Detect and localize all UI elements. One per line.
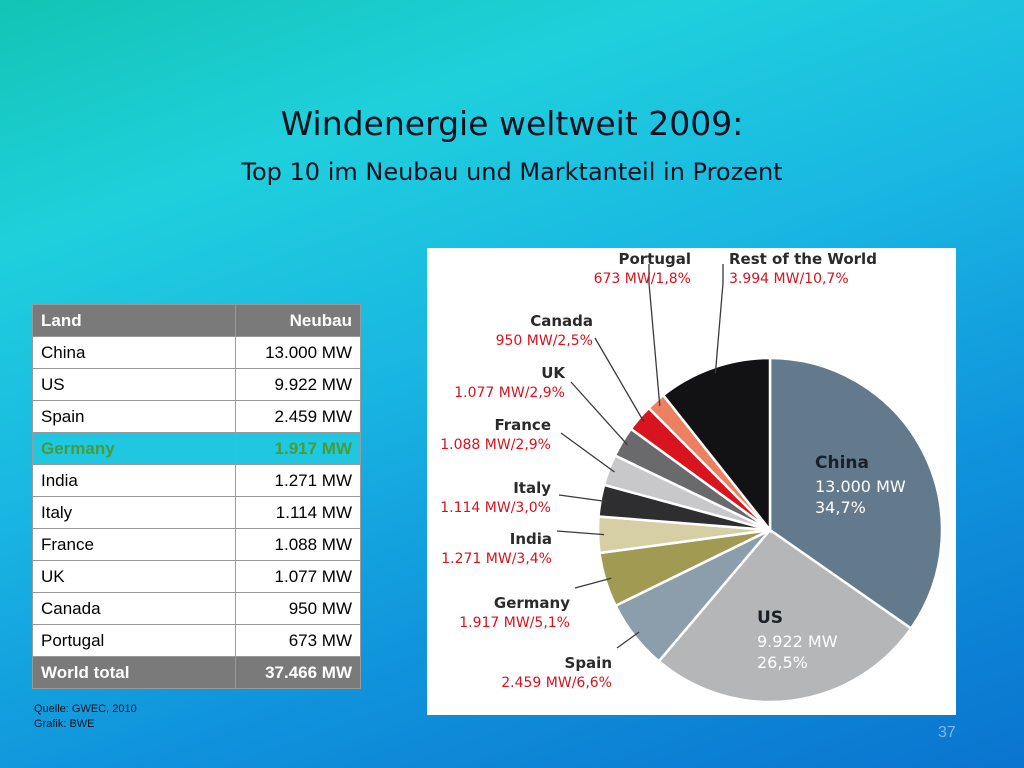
cell-land: Spain xyxy=(32,400,236,433)
slice-value-france: 1.088 MW/2,9% xyxy=(440,437,551,453)
table-total-row: World total 37.466 MW xyxy=(32,656,361,689)
slice-value-spain: 2.459 MW/6,6% xyxy=(501,675,612,691)
slice-value-uk: 1.077 MW/2,9% xyxy=(454,385,565,401)
cell-total-label: World total xyxy=(32,656,236,689)
table-row: Italy 1.114 MW xyxy=(32,496,361,529)
pie-chart-panel: China 13.000 MW 34,7% US 9.922 MW 26,5% Spain 2… xyxy=(427,248,956,715)
cell-land: India xyxy=(32,464,236,497)
leader-line-rest-of-the-world xyxy=(714,264,724,374)
slide-title: Windenergie weltweit 2009: xyxy=(280,104,744,143)
slice-percent-us: 26,5% xyxy=(757,653,808,672)
slice-value-italy: 1.114 MW/3,0% xyxy=(440,500,551,516)
cell-land: US xyxy=(32,368,236,401)
slice-name-portugal: Portugal xyxy=(618,250,691,268)
slice-value-india: 1.271 MW/3,4% xyxy=(441,551,552,567)
slice-name-germany: Germany xyxy=(494,594,570,612)
cell-land: Italy xyxy=(32,496,236,529)
cell-land: UK xyxy=(32,560,236,593)
cell-land: Canada xyxy=(32,592,236,625)
table-row: UK 1.077 MW xyxy=(32,560,361,593)
pie-chart: China 13.000 MW 34,7% US 9.922 MW 26,5% Spain 2… xyxy=(440,250,944,704)
slice-value-portugal: 673 MW/1,8% xyxy=(594,271,691,287)
slice-name-china: China xyxy=(815,453,869,473)
slice-value-rest-of-the-world: 3.994 MW/10,7% xyxy=(729,271,849,287)
slice-value-us: 9.922 MW xyxy=(757,632,838,651)
slice-name-rest-of-the-world: Rest of the World xyxy=(729,250,877,268)
slice-value-germany: 1.917 MW/5,1% xyxy=(459,615,570,631)
leader-line-italy xyxy=(558,494,607,503)
slice-name-italy: Italy xyxy=(513,479,551,497)
cell-neubau: 1.114 MW xyxy=(235,496,361,529)
table-row: France 1.088 MW xyxy=(32,528,361,561)
slice-name-india: India xyxy=(510,530,552,548)
table-row: US 9.922 MW xyxy=(32,368,361,401)
cell-neubau: 1.917 MW xyxy=(235,432,361,465)
leader-line-india xyxy=(556,530,605,536)
cell-neubau: 1.271 MW xyxy=(235,464,361,497)
table-header-row: Land Neubau xyxy=(32,304,361,337)
slide-subtitle: Top 10 im Neubau und Marktanteil in Proz… xyxy=(241,158,783,186)
cell-land: China xyxy=(32,336,236,369)
cell-neubau: 1.077 MW xyxy=(235,560,361,593)
slice-name-uk: UK xyxy=(541,364,566,382)
slice-name-spain: Spain xyxy=(565,654,612,672)
cell-neubau: 1.088 MW xyxy=(235,528,361,561)
cell-land: Germany xyxy=(32,432,236,465)
cell-neubau: 673 MW xyxy=(235,624,361,657)
header-neubau: Neubau xyxy=(235,304,361,337)
cell-neubau: 950 MW xyxy=(235,592,361,625)
table-row-highlighted: Germany 1.917 MW xyxy=(32,432,361,465)
pie-slice-us xyxy=(657,528,913,704)
slice-percent-china: 34,7% xyxy=(815,498,866,517)
leader-line-france xyxy=(560,432,615,473)
slice-value-china: 13.000 MW xyxy=(815,477,906,496)
leader-line-germany xyxy=(574,577,612,589)
cell-neubau: 13.000 MW xyxy=(235,336,361,369)
table-row: Portugal 673 MW xyxy=(32,624,361,657)
leader-line-canada xyxy=(594,337,645,423)
cell-total-value: 37.466 MW xyxy=(235,656,361,689)
table-row: Canada 950 MW xyxy=(32,592,361,625)
pie-slice-china xyxy=(768,356,944,631)
header-land: Land xyxy=(32,304,236,337)
cell-land: Portugal xyxy=(32,624,236,657)
table-row: India 1.271 MW xyxy=(32,464,361,497)
graphic-credit: Grafik: BWE xyxy=(34,718,95,730)
source-note: Quelle: GWEC, 2010 Grafik: BWE xyxy=(34,702,137,732)
page-number: 37 xyxy=(938,724,956,741)
source-line: Quelle: GWEC, 2010 xyxy=(34,703,137,715)
table-row: Spain 2.459 MW xyxy=(32,400,361,433)
cell-neubau: 2.459 MW xyxy=(235,400,361,433)
cell-land: France xyxy=(32,528,236,561)
leader-line-uk xyxy=(570,381,628,446)
leader-line-spain xyxy=(616,631,640,649)
slice-name-us: US xyxy=(757,608,783,628)
leader-line-portugal xyxy=(648,264,661,406)
slice-name-canada: Canada xyxy=(530,312,593,330)
pie-slice-rest-of-the-world xyxy=(661,356,772,534)
slice-value-canada: 950 MW/2,5% xyxy=(496,333,593,349)
table-row: China 13.000 MW xyxy=(32,336,361,369)
slice-name-france: France xyxy=(494,416,551,434)
cell-neubau: 9.922 MW xyxy=(235,368,361,401)
country-table: Land Neubau China 13.000 MW US 9.922 MW Sp… xyxy=(32,304,361,689)
